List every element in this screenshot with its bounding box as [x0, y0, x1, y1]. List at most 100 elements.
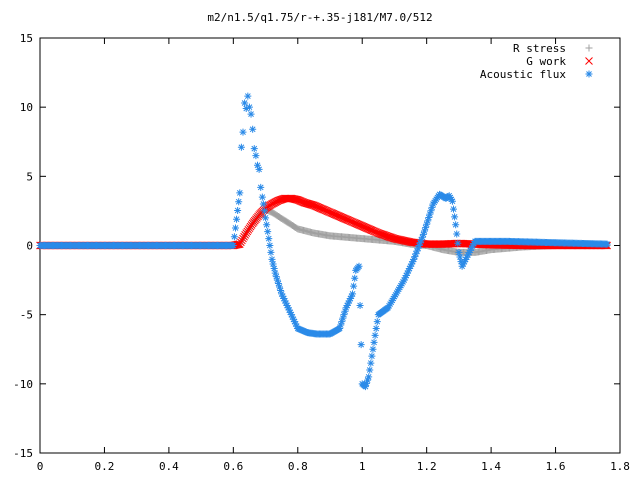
data-point	[385, 302, 393, 310]
y-tick-label: 15	[20, 32, 33, 45]
data-point	[289, 315, 297, 323]
data-point	[369, 345, 377, 353]
data-point	[270, 265, 278, 273]
x-tick-label: 0.2	[95, 460, 115, 473]
series-acoustic-flux	[36, 92, 611, 391]
data-point	[417, 236, 425, 244]
data-point	[452, 221, 460, 229]
y-tick-label: -10	[13, 378, 33, 391]
data-point	[281, 297, 289, 305]
data-point	[349, 290, 357, 298]
data-point	[280, 295, 288, 303]
data-point	[450, 205, 458, 213]
data-point	[260, 207, 268, 215]
data-point	[419, 230, 427, 238]
data-point	[262, 214, 270, 222]
data-point	[426, 210, 434, 218]
data-point	[266, 242, 274, 249]
data-point	[233, 215, 241, 223]
data-point	[390, 293, 398, 301]
data-point	[367, 359, 375, 367]
data-point	[423, 220, 431, 228]
data-point	[448, 197, 456, 205]
data-point	[273, 276, 281, 284]
legend-marker	[585, 44, 593, 52]
x-tick-label: 0.8	[288, 460, 308, 473]
data-point	[269, 260, 277, 268]
data-point	[373, 318, 381, 326]
data-point	[459, 260, 467, 268]
data-point	[460, 258, 468, 266]
data-point	[454, 239, 462, 247]
data-point	[467, 244, 475, 252]
data-point	[393, 289, 401, 297]
data-point	[392, 291, 400, 299]
data-point	[241, 231, 250, 239]
data-point	[413, 247, 421, 255]
data-point	[445, 192, 453, 200]
data-point	[236, 238, 245, 247]
data-point	[276, 283, 284, 291]
data-point	[285, 306, 293, 314]
data-point	[386, 300, 394, 308]
data-point	[350, 282, 358, 290]
data-point	[446, 194, 454, 202]
data-point	[241, 99, 249, 107]
data-point	[370, 338, 378, 346]
data-point	[466, 246, 474, 254]
x-tick-label: 1	[359, 460, 366, 473]
data-point	[271, 269, 279, 277]
x-tick-label: 0.6	[223, 460, 243, 473]
data-point	[344, 299, 352, 307]
data-point	[258, 193, 266, 201]
data-point	[405, 265, 413, 273]
data-point	[427, 207, 435, 215]
data-point	[283, 301, 291, 309]
data-point	[254, 161, 261, 169]
data-point	[453, 230, 461, 238]
data-point	[372, 325, 380, 332]
data-point	[265, 235, 273, 243]
data-point	[238, 236, 246, 245]
data-point	[259, 200, 267, 208]
data-point	[290, 195, 299, 204]
data-point	[255, 165, 263, 173]
data-point	[398, 280, 406, 288]
data-point	[408, 260, 416, 268]
data-point	[338, 318, 346, 326]
data-point	[341, 307, 349, 315]
chart-title: m2/n1.5/q1.75/r-+.35-j181/M7.0/512	[207, 11, 432, 24]
data-point	[357, 341, 365, 349]
data-point	[365, 373, 373, 381]
data-point	[418, 233, 426, 241]
data-point	[389, 295, 397, 303]
data-point	[345, 297, 353, 305]
data-point	[346, 295, 354, 303]
data-point	[264, 228, 272, 236]
data-point	[395, 285, 403, 293]
data-point	[462, 255, 470, 263]
data-point	[428, 203, 436, 211]
y-tick-label: 5	[26, 170, 33, 183]
legend-marker	[585, 70, 593, 78]
data-point	[422, 224, 430, 232]
x-tick-label: 1.4	[481, 460, 501, 473]
data-point	[368, 352, 376, 360]
data-point	[469, 242, 477, 250]
data-point	[415, 242, 423, 249]
data-point	[231, 224, 239, 232]
data-point	[458, 262, 466, 270]
legend-marker	[585, 57, 593, 65]
data-point	[387, 298, 395, 306]
data-point	[234, 206, 242, 214]
data-point	[371, 331, 379, 339]
data-point	[401, 274, 409, 282]
x-tick-label: 0.4	[159, 460, 179, 473]
data-point	[229, 242, 237, 249]
data-point	[416, 239, 424, 247]
x-tick-label: 1.6	[546, 460, 566, 473]
data-point	[456, 253, 464, 261]
data-point	[268, 255, 276, 263]
data-point	[399, 278, 407, 286]
